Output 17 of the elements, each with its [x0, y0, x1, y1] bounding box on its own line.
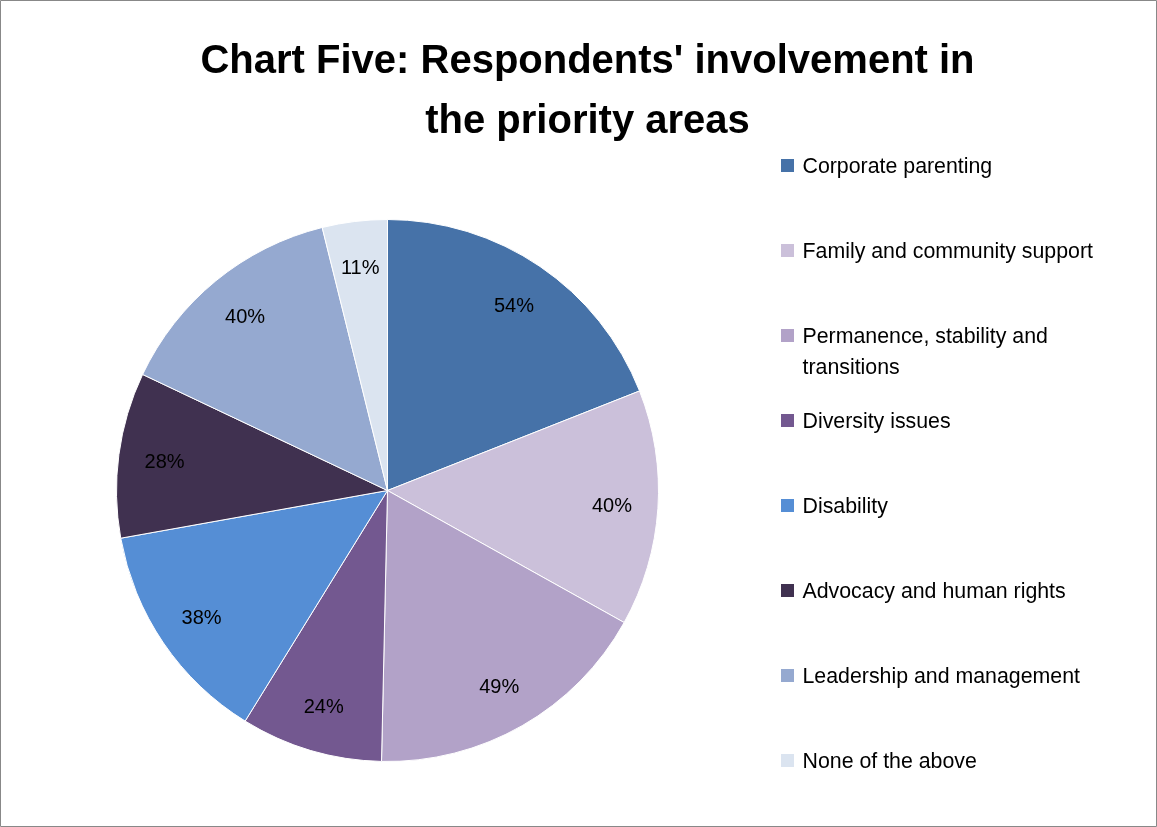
legend-label: None of the above: [802, 748, 977, 773]
data-label: 40%: [591, 494, 633, 517]
legend-label: Leadership and management: [802, 663, 1081, 688]
legend-label: Advocacy and human rights: [802, 578, 1066, 603]
data-label: 54%: [494, 293, 535, 316]
legend-label: Diversity issues: [802, 408, 951, 433]
legend-label: Family and community support: [802, 238, 1093, 263]
legend-label: Disability: [802, 493, 889, 518]
chart-title: Chart Five: Respondents' involvement in the priority areas: [200, 36, 975, 141]
legend-label: Corporate parenting: [802, 153, 993, 178]
data-label: 28%: [144, 449, 185, 472]
legend-label: Permanence, stability and transitions: [802, 323, 1048, 379]
data-label: 38%: [181, 606, 222, 629]
data-label: 11%: [340, 256, 380, 279]
data-label: 49%: [479, 674, 520, 697]
data-label: 24%: [303, 695, 344, 718]
data-label: 40%: [225, 305, 266, 328]
